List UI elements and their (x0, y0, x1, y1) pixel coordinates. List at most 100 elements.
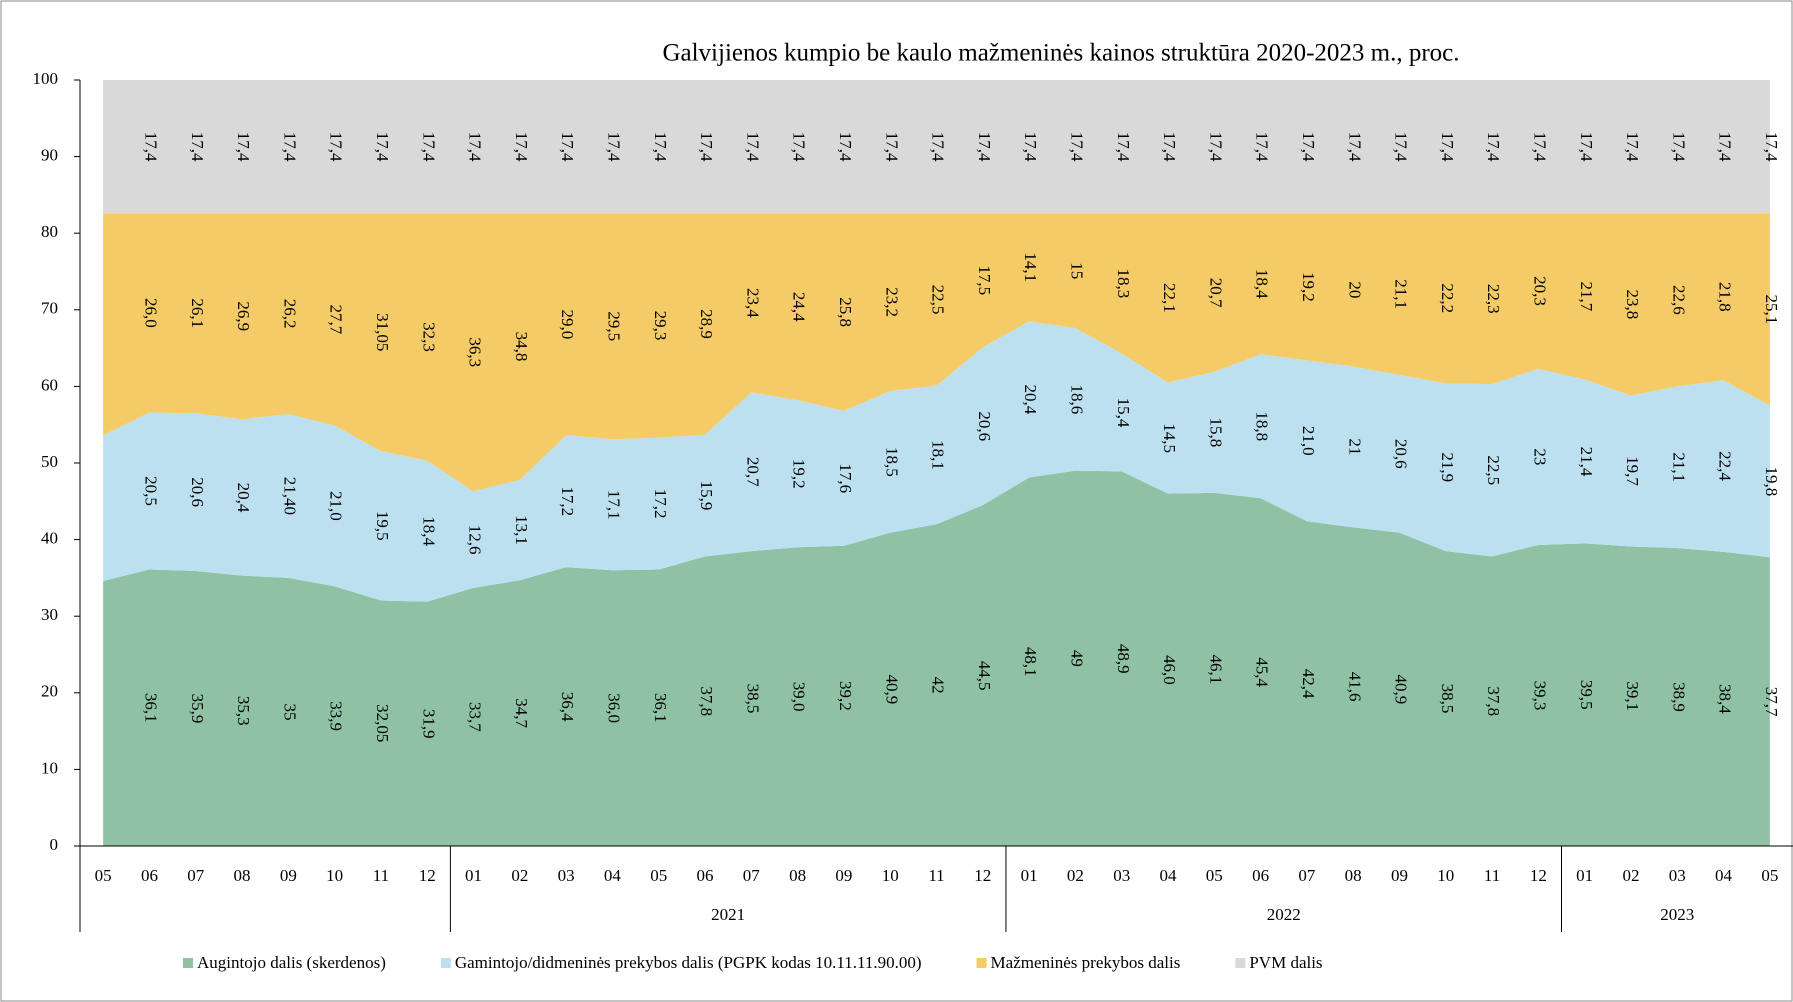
data-label: 14,5 (1160, 423, 1179, 453)
x-tick-label: 05 (650, 866, 667, 885)
data-label: 17,4 (605, 132, 624, 162)
y-tick-label: 100 (33, 69, 59, 88)
x-tick-label: 11 (928, 866, 944, 885)
data-label: 39,3 (1530, 681, 1549, 711)
data-label: 17,4 (1577, 132, 1596, 162)
data-label: 17,4 (836, 132, 855, 162)
x-tick-label: 09 (1391, 866, 1408, 885)
x-tick-label: 03 (558, 866, 575, 885)
data-label: 22,3 (1484, 284, 1503, 314)
x-tick-label: 09 (280, 866, 297, 885)
data-label: 17,4 (1530, 132, 1549, 162)
data-label: 46,1 (1206, 655, 1225, 685)
y-tick-label: 30 (41, 605, 58, 624)
y-tick-label: 80 (41, 222, 58, 241)
year-label: 2023 (1660, 905, 1694, 924)
data-label: 29,5 (605, 311, 624, 341)
data-label: 15 (1067, 262, 1086, 279)
data-label: 19,2 (790, 459, 809, 489)
x-tick-label: 11 (1484, 866, 1500, 885)
data-label: 23 (1530, 448, 1549, 465)
x-tick-label: 06 (1252, 866, 1269, 885)
data-label: 17,4 (1206, 132, 1225, 162)
data-label: 17,4 (466, 132, 485, 162)
x-tick-label: 04 (1715, 866, 1733, 885)
data-label: 31,9 (419, 709, 438, 739)
data-label: 21,9 (1438, 452, 1457, 482)
data-label: 17,4 (1253, 132, 1272, 162)
x-tick-label: 08 (789, 866, 806, 885)
data-label: 20,7 (743, 457, 762, 487)
data-label: 22,6 (1669, 285, 1688, 315)
data-label: 26,1 (188, 298, 207, 328)
x-tick-label: 06 (697, 866, 714, 885)
x-tick-label: 10 (882, 866, 899, 885)
data-label: 35,9 (188, 694, 207, 724)
data-label: 25,1 (1762, 295, 1781, 325)
x-tick-label: 08 (234, 866, 251, 885)
data-label: 17,1 (605, 490, 624, 520)
area (103, 470, 1770, 846)
data-label: 32,3 (419, 322, 438, 352)
data-label: 22,2 (1438, 283, 1457, 313)
x-tick-label: 05 (95, 866, 112, 885)
data-label: 29,3 (651, 311, 670, 341)
data-label: 37,8 (1484, 686, 1503, 716)
legend-swatch (976, 958, 987, 968)
data-label: 23,2 (882, 287, 901, 317)
x-tick-label: 01 (465, 866, 482, 885)
legend-label: PVM dalis (1249, 953, 1322, 972)
data-label: 21,40 (280, 477, 299, 515)
data-label: 15,9 (697, 481, 716, 511)
x-tick-label: 03 (1113, 866, 1130, 885)
x-tick-label: 09 (835, 866, 852, 885)
y-tick-label: 50 (41, 452, 58, 471)
data-label: 25,8 (836, 297, 855, 327)
data-label: 18,3 (1114, 268, 1133, 298)
data-label: 20,4 (234, 483, 253, 513)
data-label: 36,3 (466, 337, 485, 367)
data-label: 17,4 (743, 132, 762, 162)
data-label: 45,4 (1253, 657, 1272, 687)
data-label: 39,2 (836, 681, 855, 711)
data-label: 20,3 (1530, 276, 1549, 306)
data-label: 34,7 (512, 698, 531, 728)
data-label: 31,05 (373, 313, 392, 351)
x-tick-label: 02 (511, 866, 528, 885)
data-label: 20,4 (1021, 385, 1040, 415)
y-tick-label: 60 (41, 375, 58, 394)
data-label: 17,4 (1623, 132, 1642, 162)
area (103, 80, 1770, 214)
data-label: 40,9 (882, 674, 901, 704)
data-label: 21,8 (1716, 282, 1735, 312)
x-tick-label: 07 (1298, 866, 1316, 885)
data-label: 20,6 (188, 477, 207, 507)
year-label: 2022 (1267, 905, 1301, 924)
data-label: 48,9 (1114, 644, 1133, 674)
data-label: 17,4 (419, 132, 438, 162)
data-label: 17,4 (929, 132, 948, 162)
data-label: 19,5 (373, 511, 392, 541)
data-label: 22,4 (1716, 451, 1735, 481)
data-label: 17,4 (280, 132, 299, 162)
x-tick-label: 10 (326, 866, 343, 885)
data-label: 17,6 (836, 463, 855, 493)
area (103, 213, 1770, 492)
data-label: 17,4 (373, 132, 392, 162)
data-label: 38,4 (1716, 684, 1735, 714)
data-label: 26,2 (280, 299, 299, 329)
data-label: 42,4 (1299, 669, 1318, 699)
data-label: 19,7 (1623, 456, 1642, 486)
y-tick-label: 0 (50, 835, 59, 854)
data-label: 17,4 (1114, 132, 1133, 162)
area (103, 321, 1770, 602)
data-label: 37,7 (1762, 687, 1781, 717)
x-tick-label: 12 (974, 866, 991, 885)
legend-swatch (1235, 958, 1246, 968)
data-label: 21 (1345, 438, 1364, 455)
data-label: 18,5 (882, 447, 901, 477)
chart-title: Galvijienos kumpio be kaulo mažmeninės k… (662, 40, 1459, 67)
data-label: 37,8 (697, 686, 716, 716)
data-label: 27,7 (327, 305, 346, 335)
